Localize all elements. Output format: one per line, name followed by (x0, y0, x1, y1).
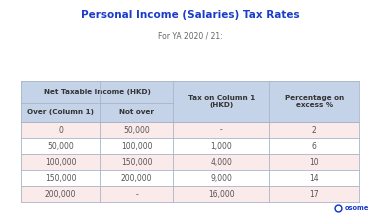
Bar (21, 138, 359, 154)
Text: 100,000: 100,000 (45, 158, 76, 167)
Text: 6: 6 (312, 141, 317, 151)
Text: -: - (135, 190, 138, 199)
Text: For YA 2020 / 21:: For YA 2020 / 21: (158, 31, 222, 40)
Text: 17: 17 (309, 190, 319, 199)
Text: 16,000: 16,000 (208, 190, 234, 199)
Bar (269, 81, 359, 122)
Text: 50,000: 50,000 (47, 141, 74, 151)
Text: Personal Income (Salaries) Tax Rates: Personal Income (Salaries) Tax Rates (81, 10, 299, 20)
Bar (21, 154, 359, 170)
Bar (21, 81, 173, 103)
Text: 2: 2 (312, 125, 317, 135)
Text: Tax on Column 1
(HKD): Tax on Column 1 (HKD) (188, 95, 255, 108)
Bar (173, 81, 269, 122)
Text: 9,000: 9,000 (211, 174, 232, 183)
Text: 100,000: 100,000 (121, 141, 152, 151)
Text: 200,000: 200,000 (45, 190, 76, 199)
Text: 200,000: 200,000 (121, 174, 152, 183)
Text: 1,000: 1,000 (211, 141, 232, 151)
Text: 50,000: 50,000 (124, 125, 150, 135)
Text: Net Taxable Income (HKD): Net Taxable Income (HKD) (44, 89, 150, 95)
Text: 0: 0 (58, 125, 63, 135)
Text: Over (Column 1): Over (Column 1) (27, 109, 94, 115)
Bar (21, 170, 359, 186)
Bar (21, 103, 173, 122)
Text: 4,000: 4,000 (211, 158, 232, 167)
Bar (21, 186, 359, 202)
Text: -: - (220, 125, 223, 135)
Text: 14: 14 (309, 174, 319, 183)
Bar (21, 122, 359, 138)
Text: 150,000: 150,000 (121, 158, 152, 167)
Text: osome: osome (345, 205, 369, 211)
Text: 10: 10 (309, 158, 319, 167)
Text: 150,000: 150,000 (45, 174, 76, 183)
Text: Percentage on
excess %: Percentage on excess % (285, 95, 344, 108)
Text: Not over: Not over (119, 109, 154, 115)
